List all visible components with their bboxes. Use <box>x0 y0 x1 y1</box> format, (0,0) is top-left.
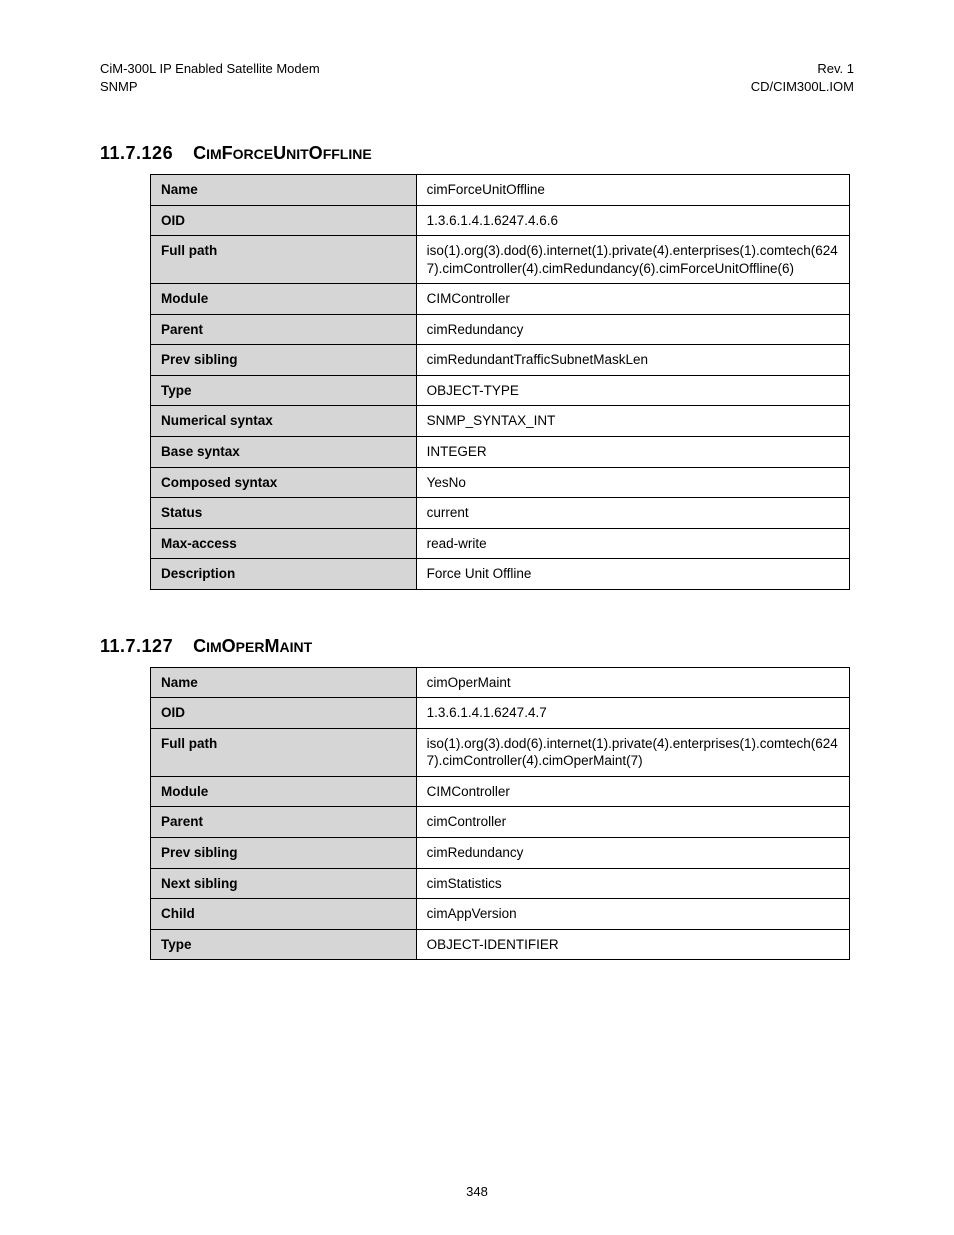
table-row: Full pathiso(1).org(3).dod(6).internet(1… <box>151 236 850 284</box>
row-key: Next sibling <box>151 868 417 899</box>
table-row: Composed syntaxYesNo <box>151 467 850 498</box>
table-row: TypeOBJECT-IDENTIFIER <box>151 929 850 960</box>
mib-table-2: NamecimOperMaintOID1.3.6.1.4.1.6247.4.7F… <box>150 667 850 960</box>
table-row: Max-accessread-write <box>151 528 850 559</box>
row-value: cimStatistics <box>416 868 849 899</box>
document-page: CiM-300L IP Enabled Satellite Modem SNMP… <box>0 0 954 1235</box>
row-key: Name <box>151 667 417 698</box>
row-value: iso(1).org(3).dod(6).internet(1).private… <box>416 236 849 284</box>
section-title: CIMOPERMAINT <box>193 636 312 656</box>
row-value: 1.3.6.1.4.1.6247.4.7 <box>416 698 849 729</box>
row-value: YesNo <box>416 467 849 498</box>
header-left: CiM-300L IP Enabled Satellite Modem SNMP <box>100 60 320 95</box>
mib-table-1-body: NamecimForceUnitOfflineOID1.3.6.1.4.1.62… <box>151 175 850 590</box>
table-row: Numerical syntaxSNMP_SYNTAX_INT <box>151 406 850 437</box>
row-value: cimRedundancy <box>416 838 849 869</box>
header-right: Rev. 1 CD/CIM300L.IOM <box>751 60 854 95</box>
row-value: current <box>416 498 849 529</box>
section-heading-1: 11.7.126 CIMFORCEUNITOFFLINE <box>100 143 854 164</box>
row-key: Module <box>151 284 417 315</box>
header-subtitle: SNMP <box>100 78 320 96</box>
row-value: CIMController <box>416 776 849 807</box>
row-key: Full path <box>151 236 417 284</box>
header-doc-id: CD/CIM300L.IOM <box>751 78 854 96</box>
header-title: CiM-300L IP Enabled Satellite Modem <box>100 60 320 78</box>
table-row: ParentcimController <box>151 807 850 838</box>
table-row: OID1.3.6.1.4.1.6247.4.6.6 <box>151 205 850 236</box>
row-value: cimOperMaint <box>416 667 849 698</box>
mib-table-2-body: NamecimOperMaintOID1.3.6.1.4.1.6247.4.7F… <box>151 667 850 959</box>
section-number: 11.7.127 <box>100 636 173 656</box>
table-row: Prev siblingcimRedundantTrafficSubnetMas… <box>151 345 850 376</box>
page-number: 348 <box>0 1184 954 1199</box>
row-key: Full path <box>151 728 417 776</box>
row-value: cimController <box>416 807 849 838</box>
table-row: TypeOBJECT-TYPE <box>151 375 850 406</box>
header-rev: Rev. 1 <box>751 60 854 78</box>
table-row: Next siblingcimStatistics <box>151 868 850 899</box>
table-row: NamecimOperMaint <box>151 667 850 698</box>
table-row: Base syntaxINTEGER <box>151 437 850 468</box>
page-header: CiM-300L IP Enabled Satellite Modem SNMP… <box>100 60 854 95</box>
row-key: Type <box>151 375 417 406</box>
row-value: CIMController <box>416 284 849 315</box>
row-value: INTEGER <box>416 437 849 468</box>
row-key: Module <box>151 776 417 807</box>
row-key: Description <box>151 559 417 590</box>
row-key: Max-access <box>151 528 417 559</box>
row-key: Base syntax <box>151 437 417 468</box>
row-key: OID <box>151 205 417 236</box>
table-row: ModuleCIMController <box>151 284 850 315</box>
table-row: Prev siblingcimRedundancy <box>151 838 850 869</box>
row-key: Parent <box>151 807 417 838</box>
row-value: cimRedundancy <box>416 314 849 345</box>
row-value: cimForceUnitOffline <box>416 175 849 206</box>
row-value: SNMP_SYNTAX_INT <box>416 406 849 437</box>
row-value: OBJECT-IDENTIFIER <box>416 929 849 960</box>
mib-table-1: NamecimForceUnitOfflineOID1.3.6.1.4.1.62… <box>150 174 850 590</box>
row-key: Type <box>151 929 417 960</box>
row-value: iso(1).org(3).dod(6).internet(1).private… <box>416 728 849 776</box>
table-row: Statuscurrent <box>151 498 850 529</box>
row-key: Prev sibling <box>151 838 417 869</box>
row-key: Child <box>151 899 417 930</box>
row-key: Parent <box>151 314 417 345</box>
row-value: cimAppVersion <box>416 899 849 930</box>
row-value: read-write <box>416 528 849 559</box>
section-title: CIMFORCEUNITOFFLINE <box>193 143 372 163</box>
table-row: OID1.3.6.1.4.1.6247.4.7 <box>151 698 850 729</box>
table-row: Full pathiso(1).org(3).dod(6).internet(1… <box>151 728 850 776</box>
table-row: ChildcimAppVersion <box>151 899 850 930</box>
table-row: DescriptionForce Unit Offline <box>151 559 850 590</box>
table-row: ParentcimRedundancy <box>151 314 850 345</box>
row-value: 1.3.6.1.4.1.6247.4.6.6 <box>416 205 849 236</box>
section-heading-2: 11.7.127 CIMOPERMAINT <box>100 636 854 657</box>
row-key: Name <box>151 175 417 206</box>
table-row: ModuleCIMController <box>151 776 850 807</box>
row-key: Composed syntax <box>151 467 417 498</box>
row-key: OID <box>151 698 417 729</box>
row-key: Prev sibling <box>151 345 417 376</box>
row-value: OBJECT-TYPE <box>416 375 849 406</box>
row-value: Force Unit Offline <box>416 559 849 590</box>
section-number: 11.7.126 <box>100 143 173 163</box>
row-key: Status <box>151 498 417 529</box>
row-key: Numerical syntax <box>151 406 417 437</box>
row-value: cimRedundantTrafficSubnetMaskLen <box>416 345 849 376</box>
table-row: NamecimForceUnitOffline <box>151 175 850 206</box>
